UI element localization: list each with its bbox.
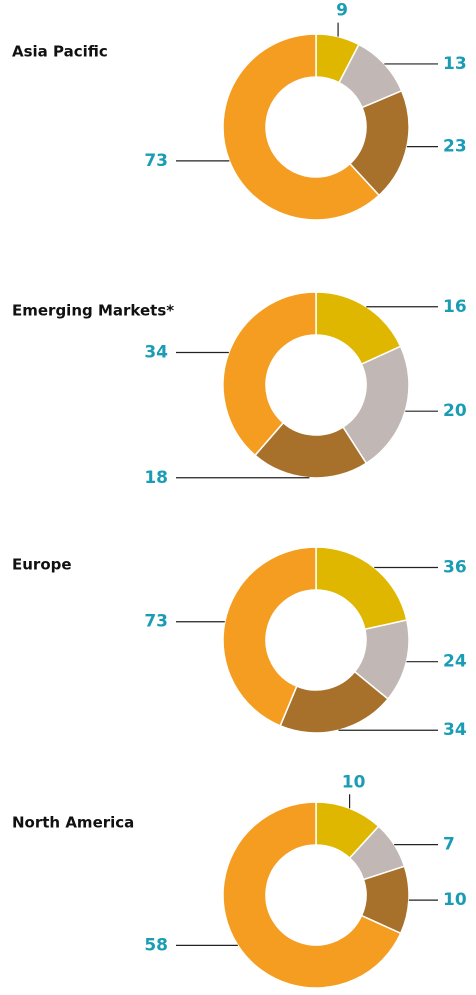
chart-title: North America: [12, 814, 134, 832]
data-label: 16: [443, 297, 467, 317]
data-label: 36: [443, 558, 467, 578]
data-label: 73: [144, 612, 168, 632]
data-label: 23: [443, 137, 467, 157]
donut-segment: [222, 33, 381, 221]
chart-title: Emerging Markets*: [12, 302, 174, 320]
data-label: 34: [144, 342, 168, 362]
data-label: 73: [144, 151, 168, 171]
donut-segment: [315, 546, 408, 631]
data-label: 10: [342, 772, 366, 792]
chart-title: Asia Pacific: [12, 43, 108, 61]
data-label: 9: [336, 1, 348, 21]
donut-segment: [222, 291, 317, 457]
data-label: 20: [443, 401, 467, 421]
data-label: 58: [144, 935, 168, 955]
data-label: 18: [144, 468, 168, 488]
data-label: 13: [443, 54, 467, 74]
data-label: 7: [443, 835, 455, 855]
donut-segment: [222, 546, 317, 727]
data-label: 24: [443, 652, 467, 672]
chart-title: Europe: [12, 556, 72, 574]
data-label: 10: [443, 890, 467, 910]
data-label: 34: [443, 720, 467, 740]
donut-segment: [222, 801, 402, 989]
